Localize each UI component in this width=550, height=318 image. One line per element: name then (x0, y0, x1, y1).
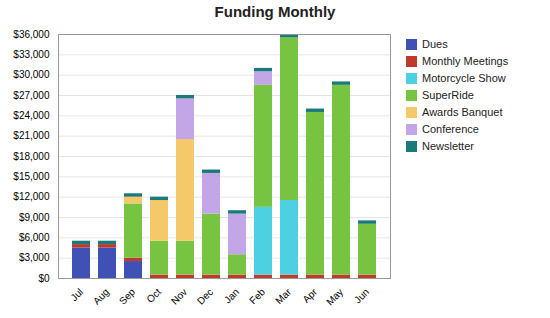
html-text:Newsletter: Newsletter (422, 140, 474, 152)
svg-text:Jan: Jan (222, 286, 241, 305)
svg-text:$33,000: $33,000 (13, 49, 50, 60)
svg-text:$18,000: $18,000 (13, 151, 50, 162)
svg-text:$6,000: $6,000 (19, 232, 50, 243)
svg-text:Apr: Apr (300, 286, 319, 305)
svg-text:$3,000: $3,000 (19, 252, 50, 263)
svg-text:$24,000: $24,000 (13, 110, 50, 121)
svg-text:Sep: Sep (117, 286, 138, 307)
svg-text:$21,000: $21,000 (13, 130, 50, 141)
svg-text:Jul: Jul (68, 286, 85, 303)
html-text:Motorcycle Show: Motorcycle Show (422, 72, 506, 84)
html-text:Funding Monthly: Funding Monthly (214, 3, 336, 20)
svg-text:Dec: Dec (195, 286, 215, 306)
svg-text:May: May (324, 286, 345, 307)
svg-text:$30,000: $30,000 (13, 69, 50, 80)
html-text:SuperRide: SuperRide (422, 89, 474, 101)
html-text:Awards Banquet: Awards Banquet (422, 106, 503, 118)
svg-text:Nov: Nov (169, 286, 189, 306)
svg-text:$15,000: $15,000 (13, 171, 50, 182)
svg-text:$27,000: $27,000 (13, 90, 50, 101)
svg-text:Feb: Feb (247, 286, 267, 306)
svg-text:$12,000: $12,000 (13, 191, 50, 202)
html-text:Dues: Dues (422, 38, 448, 50)
html-text:Monthly Meetings: Monthly Meetings (422, 55, 509, 67)
svg-text:$9,000: $9,000 (19, 212, 50, 223)
svg-text:Mar: Mar (273, 286, 293, 306)
svg-text:Aug: Aug (91, 286, 111, 306)
svg-text:Jun: Jun (352, 286, 371, 305)
svg-text:$0: $0 (38, 273, 50, 284)
svg-text:$36,000: $36,000 (13, 29, 50, 40)
svg-text:Oct: Oct (144, 286, 163, 305)
html-text:Conference: Conference (422, 123, 479, 135)
